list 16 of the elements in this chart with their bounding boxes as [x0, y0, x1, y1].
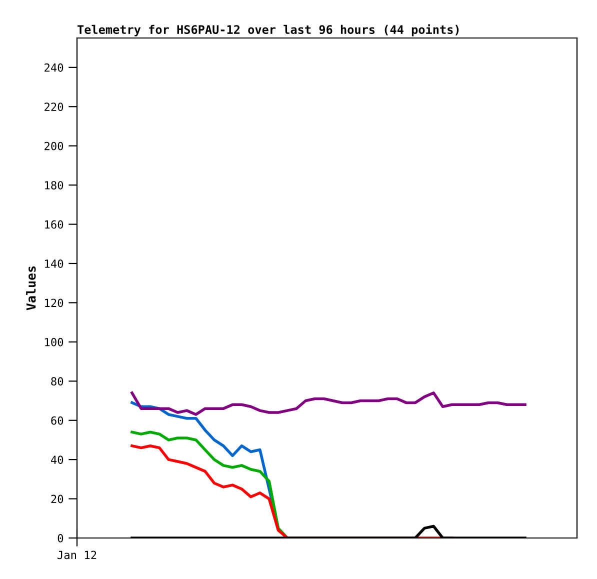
y-tick-label: 140 [45, 259, 64, 268]
y-tick-label: 20 [51, 494, 64, 504]
y-tick-label: 240 [44, 63, 64, 72]
y-tick-label: 60 [51, 416, 64, 425]
y-tick-label: 80 [51, 377, 64, 386]
y-tick-label: 200 [44, 142, 64, 150]
y-axis-title: Values [26, 266, 36, 310]
y-tick-label: 160 [45, 220, 64, 229]
y-tick-label: 120 [45, 298, 64, 308]
y-tick-label: 180 [45, 181, 64, 190]
chart-title: Telemetry for HS6PAU-12 over last 96 hours (44 points) [78, 24, 459, 36]
y-tick-label: 0 [58, 534, 64, 542]
y-tick-label: 40 [50, 456, 64, 464]
text: Jan 12 [58, 550, 96, 560]
y-tick-label: 220 [44, 102, 64, 112]
y-tick-label: 100 [45, 338, 64, 346]
